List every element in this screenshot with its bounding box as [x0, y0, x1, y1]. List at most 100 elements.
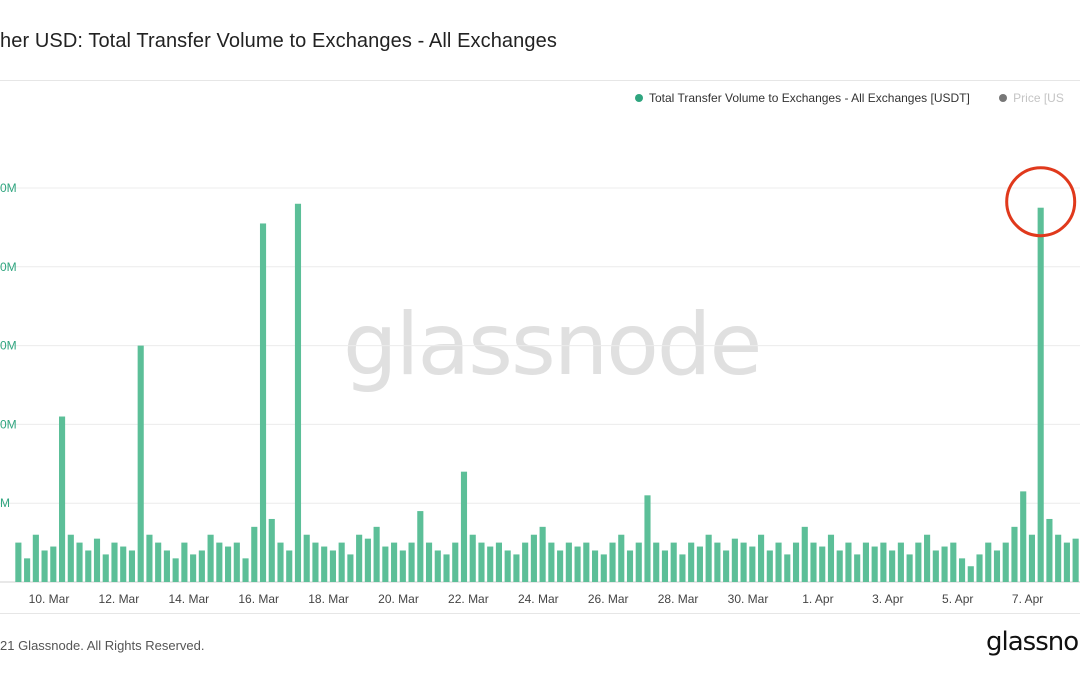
data-bar	[775, 542, 782, 582]
data-bar	[425, 542, 433, 582]
x-tick-label: 22. Mar	[448, 592, 489, 606]
x-tick-label: 1. Apr	[802, 592, 833, 606]
x-tick-label: 30. Mar	[728, 592, 769, 606]
data-bar	[347, 554, 354, 582]
data-bar	[155, 542, 162, 582]
data-bar	[417, 511, 424, 582]
data-bar	[854, 554, 861, 582]
data-bar	[600, 554, 607, 582]
data-bar	[373, 526, 380, 582]
data-bar	[801, 526, 808, 582]
data-bar	[530, 534, 537, 582]
data-bar	[24, 558, 31, 582]
data-bar	[609, 542, 616, 582]
data-bar	[819, 546, 826, 582]
data-bar	[784, 554, 791, 582]
data-bar	[478, 542, 485, 582]
legend-item-price[interactable]: Price [US	[999, 91, 1064, 105]
data-bar	[50, 546, 57, 582]
x-tick-label: 20. Mar	[378, 592, 419, 606]
data-bar	[958, 558, 966, 582]
legend-dot-price	[999, 94, 1008, 102]
legend-label-volume: Total Transfer Volume to Exchanges - All…	[649, 91, 970, 105]
data-bar	[635, 542, 642, 582]
x-tick-label: 14. Mar	[168, 592, 209, 606]
x-tick-label: 26. Mar	[588, 592, 629, 606]
data-bar	[924, 534, 931, 582]
data-bar	[871, 546, 878, 582]
data-bar	[941, 546, 948, 582]
data-bar	[41, 550, 48, 582]
data-bar	[242, 558, 249, 582]
data-bar	[723, 550, 730, 582]
data-bar	[190, 554, 197, 582]
data-bar	[679, 554, 686, 582]
data-bar	[338, 542, 345, 582]
y-tick-label: 0M	[0, 260, 17, 274]
data-bar	[731, 538, 738, 582]
data-bar	[792, 542, 800, 582]
data-bar	[364, 538, 371, 582]
data-bar	[714, 542, 721, 582]
data-bar	[128, 550, 136, 582]
data-bar	[766, 550, 773, 582]
data-bar	[120, 546, 127, 582]
data-bar	[696, 546, 703, 582]
data-bar	[889, 550, 896, 582]
data-bar	[1055, 534, 1062, 582]
x-tick-label: 3. Apr	[872, 592, 903, 606]
data-bar	[583, 542, 590, 582]
chart-title: her USD: Total Transfer Volume to Exchan…	[0, 30, 557, 52]
data-bar	[1020, 491, 1027, 582]
watermark-logo: glassnode	[343, 295, 762, 395]
data-bar	[1046, 518, 1053, 582]
data-bar	[976, 554, 983, 582]
data-bar	[810, 542, 817, 582]
x-tick-label: 5. Apr	[942, 592, 973, 606]
data-bar	[906, 554, 913, 582]
data-bar	[181, 542, 188, 582]
annotation-circle	[1005, 166, 1077, 238]
data-bar	[93, 538, 101, 582]
data-bar	[862, 542, 869, 582]
data-bar	[1011, 526, 1018, 582]
y-tick-label: M	[0, 496, 10, 510]
x-tick-label: 28. Mar	[658, 592, 699, 606]
data-bar	[1063, 542, 1070, 582]
data-bar	[592, 550, 599, 582]
x-tick-label: 16. Mar	[238, 592, 279, 606]
data-bar	[216, 542, 223, 582]
data-bar	[574, 546, 581, 582]
data-bar	[225, 546, 232, 582]
brand-logo: glassno	[986, 627, 1079, 657]
data-bar	[670, 542, 677, 582]
y-tick-label: 0M	[0, 181, 17, 195]
data-bar	[932, 550, 939, 582]
data-bar	[522, 542, 529, 582]
data-bar	[985, 542, 992, 582]
chart-legend: Total Transfer Volume to Exchanges - All…	[635, 91, 1080, 105]
x-tick-label: 18. Mar	[308, 592, 349, 606]
data-bar	[303, 534, 310, 582]
data-bar	[661, 550, 669, 582]
legend-dot-volume	[635, 94, 643, 102]
data-bar	[434, 550, 441, 582]
data-bar	[950, 542, 957, 582]
data-bar	[845, 542, 852, 582]
data-bar	[653, 542, 660, 582]
data-bar	[565, 542, 572, 582]
x-tick-label: 24. Mar	[518, 592, 559, 606]
legend-item-volume[interactable]: Total Transfer Volume to Exchanges - All…	[635, 91, 970, 105]
data-bar	[469, 534, 476, 582]
y-tick-label: 0M	[0, 339, 17, 353]
y-tick-label: 0M	[0, 417, 17, 431]
data-bar	[1028, 534, 1035, 582]
data-bar	[880, 542, 887, 582]
data-bar	[286, 550, 293, 582]
data-bar	[836, 550, 843, 582]
data-bar	[1037, 207, 1044, 582]
data-bar	[644, 495, 651, 582]
data-bar	[513, 554, 520, 582]
data-bar	[452, 542, 459, 582]
data-bar	[399, 550, 406, 582]
